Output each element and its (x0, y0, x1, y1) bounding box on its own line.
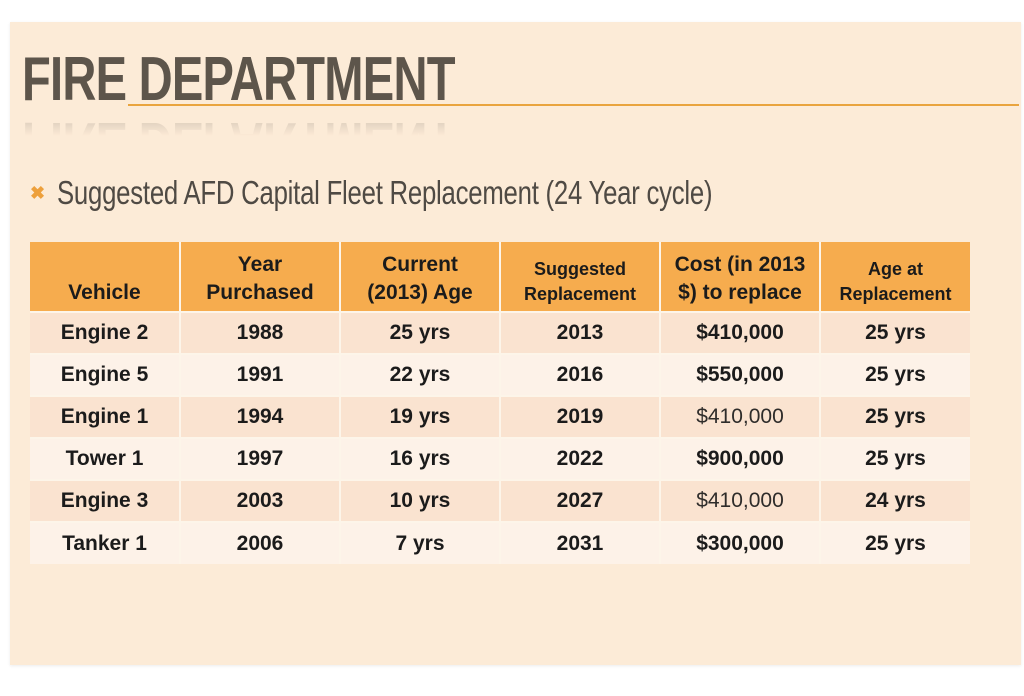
current-age-cell: 7 yrs (340, 522, 501, 564)
table-row: Engine 3 2003 10 yrs 2027 $410,000 24 yr… (30, 480, 970, 523)
bullet-text: Suggested AFD Capital Fleet Replacement … (57, 174, 713, 211)
current-age-cell: 19 yrs (340, 396, 501, 439)
page-title: FIRE DEPARTMENT (22, 45, 456, 114)
age-at-replacement-cell: 25 yrs (820, 522, 970, 564)
suggested-replacement-cell: 2013 (500, 312, 661, 355)
bullet-line: ✖ Suggested AFD Capital Fleet Replacemen… (30, 174, 897, 212)
title-block: FIRE DEPARTMENT FIRE DEPARTMENT (22, 45, 591, 147)
header-cost-to-replace: Cost (in 2013 $) to replace (660, 242, 821, 313)
table-row: Tanker 1 2006 7 yrs 2031 $300,000 25 yrs (30, 522, 970, 564)
year-purchased-cell: 2006 (180, 522, 341, 564)
vehicle-cell: Engine 5 (30, 354, 181, 397)
suggested-replacement-cell: 2031 (500, 522, 661, 564)
title-underline (128, 104, 1019, 106)
table-row: Engine 1 1994 19 yrs 2019 $410,000 25 yr… (30, 396, 970, 439)
table-row: Engine 5 1991 22 yrs 2016 $550,000 25 yr… (30, 354, 970, 397)
current-age-cell: 25 yrs (340, 312, 501, 355)
age-at-replacement-cell: 25 yrs (820, 396, 970, 439)
cost-cell: $410,000 (660, 396, 821, 439)
suggested-replacement-cell: 2027 (500, 480, 661, 523)
suggested-replacement-cell: 2022 (500, 438, 661, 481)
title-reflection-text: FIRE DEPARTMENT (22, 112, 455, 146)
slide: FIRE DEPARTMENT FIRE DEPARTMENT ✖ Sugges… (10, 22, 1021, 665)
header-age-at-replacement: Age at Replacement (820, 242, 970, 313)
cost-cell: $900,000 (660, 438, 821, 481)
current-age-cell: 22 yrs (340, 354, 501, 397)
year-purchased-cell: 1997 (180, 438, 341, 481)
age-at-replacement-cell: 25 yrs (820, 354, 970, 397)
year-purchased-cell: 1994 (180, 396, 341, 439)
title-reflection: FIRE DEPARTMENT (22, 112, 591, 146)
cost-cell: $410,000 (660, 480, 821, 523)
age-at-replacement-cell: 25 yrs (820, 312, 970, 355)
age-at-replacement-cell: 25 yrs (820, 438, 970, 481)
suggested-replacement-cell: 2016 (500, 354, 661, 397)
suggested-replacement-cell: 2019 (500, 396, 661, 439)
table-row: Engine 2 1988 25 yrs 2013 $410,000 25 yr… (30, 312, 970, 355)
header-row: Vehicle Year Purchased Current (2013) Ag… (30, 242, 970, 313)
year-purchased-cell: 1991 (180, 354, 341, 397)
header-current-age: Current (2013) Age (340, 242, 501, 313)
year-purchased-cell: 1988 (180, 312, 341, 355)
vehicle-cell: Engine 1 (30, 396, 181, 439)
cost-cell: $300,000 (660, 522, 821, 564)
table-row: Tower 1 1997 16 yrs 2022 $900,000 25 yrs (30, 438, 970, 481)
fleet-table: Vehicle Year Purchased Current (2013) Ag… (30, 242, 970, 564)
header-suggested-replacement: Suggested Replacement (500, 242, 661, 313)
header-year-purchased: Year Purchased (180, 242, 341, 313)
vehicle-cell: Engine 3 (30, 480, 181, 523)
vehicle-cell: Engine 2 (30, 312, 181, 355)
cost-cell: $550,000 (660, 354, 821, 397)
vehicle-cell: Tower 1 (30, 438, 181, 481)
year-purchased-cell: 2003 (180, 480, 341, 523)
current-age-cell: 10 yrs (340, 480, 501, 523)
header-vehicle: Vehicle (30, 242, 181, 313)
bullet-x-icon: ✖ (30, 183, 46, 203)
cost-cell: $410,000 (660, 312, 821, 355)
current-age-cell: 16 yrs (340, 438, 501, 481)
vehicle-cell: Tanker 1 (30, 522, 181, 564)
age-at-replacement-cell: 24 yrs (820, 480, 970, 523)
